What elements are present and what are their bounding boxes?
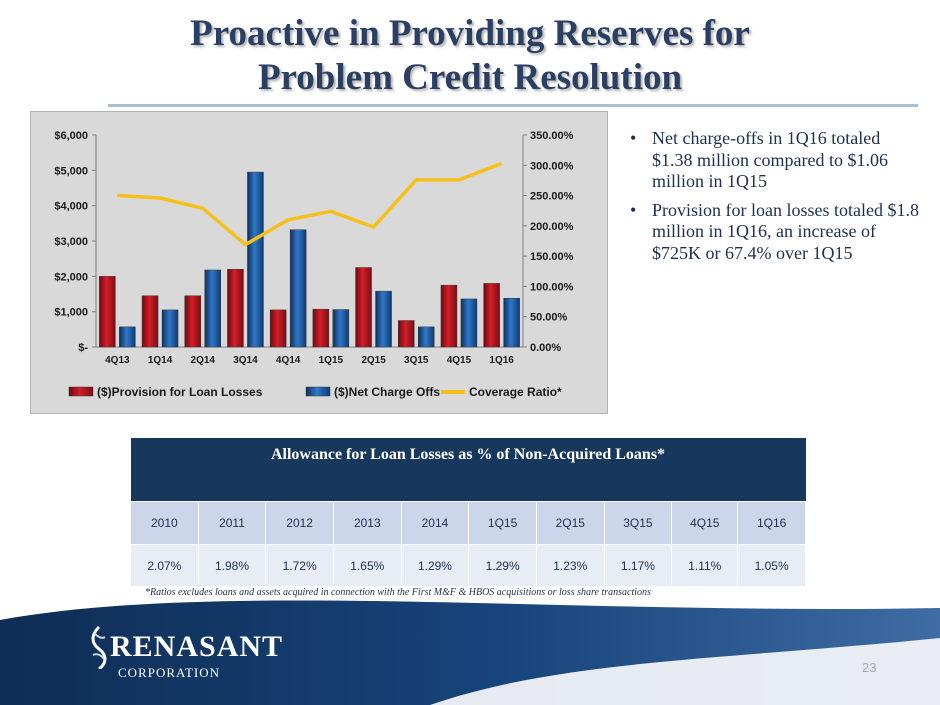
table-footnote: *Ratios excludes loans and assets acquir… bbox=[145, 587, 651, 598]
coverage-ratio-line bbox=[117, 161, 503, 247]
legend-provision-swatch bbox=[68, 386, 94, 397]
value-cell: 2.07% bbox=[130, 544, 199, 587]
legend-coverage-label: Coverage Ratio* bbox=[469, 385, 562, 399]
footer-wave bbox=[0, 600, 940, 705]
reserves-chart: $- $1,000 $2,000 $3,000 $4,000 $5,000 $6,000 0.… bbox=[30, 111, 608, 414]
value-cell: 1.23% bbox=[535, 544, 605, 587]
period-cell: 4Q15 bbox=[671, 501, 739, 545]
y-left-tick-label: $4,000 bbox=[54, 201, 88, 213]
period-cell: 1Q15 bbox=[468, 501, 537, 545]
period-cell: 2012 bbox=[265, 501, 334, 545]
legend-charge-offs-label: ($)Net Charge Offs bbox=[334, 385, 440, 399]
period-cell: 3Q15 bbox=[603, 501, 673, 545]
y-right-tick-label: 350.00% bbox=[530, 130, 574, 142]
value-cell: 1.29% bbox=[400, 544, 470, 587]
x-tick-label: 2Q15 bbox=[361, 355, 386, 366]
charge-offs-bar bbox=[204, 269, 221, 348]
y-right-tick-label: 300.00% bbox=[530, 160, 574, 172]
title-divider bbox=[108, 104, 918, 107]
allowance-table-header-row: Allowance for Loan Losses as % of Non-Ac… bbox=[130, 438, 806, 502]
x-tick-label: 1Q14 bbox=[148, 355, 173, 366]
period-cell: 2011 bbox=[197, 501, 267, 545]
legend-charge-offs-swatch bbox=[305, 386, 331, 397]
provision-bar bbox=[483, 283, 500, 348]
bullet-text: Provision for loan losses totaled $1.8 m… bbox=[652, 199, 919, 263]
y-left-tick-label: $6,000 bbox=[54, 130, 88, 142]
provision-bar bbox=[440, 284, 458, 348]
bullet-net-charge-offs: • Net charge-offs in 1Q16 totaled $1.38 … bbox=[630, 128, 925, 193]
provision-bar bbox=[184, 295, 201, 348]
bullet-marker: • bbox=[630, 199, 637, 220]
provision-bar bbox=[312, 308, 330, 348]
y-right-tick-label: 50.00% bbox=[530, 312, 568, 324]
x-tick-label: 1Q16 bbox=[489, 355, 514, 366]
y-left-tick-label: $5,000 bbox=[54, 165, 88, 177]
value-cell: 1.72% bbox=[265, 544, 334, 587]
value-cell: 1.17% bbox=[603, 544, 673, 587]
x-tick-label: 4Q13 bbox=[105, 355, 130, 366]
allowance-table-container: Allowance for Loan Losses as % of Non-Ac… bbox=[130, 438, 806, 587]
period-cell: 2010 bbox=[130, 501, 199, 545]
y-right-tick-label: 200.00% bbox=[530, 221, 574, 233]
y-right-tick-label: 250.00% bbox=[530, 191, 574, 203]
key-points: • Net charge-offs in 1Q16 totaled $1.38 … bbox=[630, 128, 925, 271]
value-cell: 1.65% bbox=[332, 544, 402, 587]
y-right-tick-label: 0.00% bbox=[530, 342, 561, 354]
value-cell: 1.29% bbox=[468, 544, 537, 587]
bullet-text: Net charge-offs in 1Q16 totaled $1.38 mi… bbox=[652, 128, 888, 191]
charge-offs-bar bbox=[375, 290, 392, 348]
allowance-table: Allowance for Loan Losses as % of Non-Ac… bbox=[130, 438, 806, 587]
charge-offs-bar bbox=[332, 309, 350, 348]
allowance-table-title: Allowance for Loan Losses as % of Non-Ac… bbox=[130, 438, 806, 502]
slide-title: Proactive in Providing Reserves for Prob… bbox=[0, 12, 940, 100]
logo-subtitle: CORPORATION bbox=[118, 665, 221, 680]
charge-offs-bar bbox=[289, 229, 307, 348]
bullet-provision: • Provision for loan losses totaled $1.8… bbox=[630, 200, 925, 265]
provision-bar bbox=[227, 269, 244, 348]
page-number: 23 bbox=[862, 660, 877, 675]
slide-title-line-2: Problem Credit Resolution bbox=[257, 57, 683, 98]
x-tick-label: 2Q14 bbox=[191, 355, 216, 366]
x-tick-label: 3Q14 bbox=[233, 355, 258, 366]
footer-wave-highlight bbox=[430, 638, 940, 705]
provision-bar bbox=[398, 320, 415, 348]
period-cell: 2013 bbox=[332, 501, 402, 545]
charge-offs-bar bbox=[119, 326, 136, 348]
charge-offs-bar bbox=[161, 309, 179, 348]
legend-provision-label: ($)Provision for Loan Losses bbox=[97, 385, 263, 399]
allowance-values-row: 2.07% 1.98% 1.72% 1.65% 1.29% 1.29% 1.23… bbox=[130, 544, 806, 587]
provision-bar bbox=[99, 276, 116, 348]
provision-bar bbox=[269, 309, 287, 348]
reserves-chart-svg: $- $1,000 $2,000 $3,000 $4,000 $5,000 $6,000 0.… bbox=[54, 130, 574, 399]
y-left-tick-label: $- bbox=[78, 342, 88, 354]
x-tick-label: 1Q15 bbox=[319, 355, 344, 366]
provision-bar bbox=[141, 295, 159, 348]
logo-wordmark: RENASANT bbox=[110, 630, 284, 663]
bullet-marker: • bbox=[630, 128, 637, 148]
y-left-tick-label: $3,000 bbox=[54, 236, 88, 248]
y-left-tick-label: $2,000 bbox=[54, 271, 88, 283]
y-left-tick-label: $1,000 bbox=[54, 307, 88, 319]
y-right-tick-label: 150.00% bbox=[530, 251, 574, 263]
value-cell: 1.05% bbox=[737, 544, 806, 587]
value-cell: 1.11% bbox=[671, 544, 739, 587]
x-tick-label: 4Q15 bbox=[447, 355, 472, 366]
charge-offs-bar bbox=[503, 297, 520, 348]
x-tick-label: 3Q15 bbox=[404, 355, 429, 366]
charge-offs-bar bbox=[460, 298, 478, 348]
provision-bar bbox=[355, 267, 372, 348]
y-right-tick-label: 100.00% bbox=[530, 281, 574, 293]
charge-offs-bar bbox=[247, 171, 264, 348]
slide-title-line-1: Proactive in Providing Reserves for bbox=[190, 13, 750, 54]
allowance-periods-row: 2010 2011 2012 2013 2014 1Q15 2Q15 3Q15 … bbox=[130, 501, 806, 545]
x-tick-label: 4Q14 bbox=[276, 355, 301, 366]
period-cell: 2014 bbox=[400, 501, 470, 545]
period-cell: 2Q15 bbox=[535, 501, 605, 545]
renasant-mark-icon bbox=[91, 625, 107, 669]
charge-offs-bar bbox=[418, 326, 435, 348]
period-cell: 1Q16 bbox=[737, 501, 806, 545]
value-cell: 1.98% bbox=[197, 544, 267, 587]
